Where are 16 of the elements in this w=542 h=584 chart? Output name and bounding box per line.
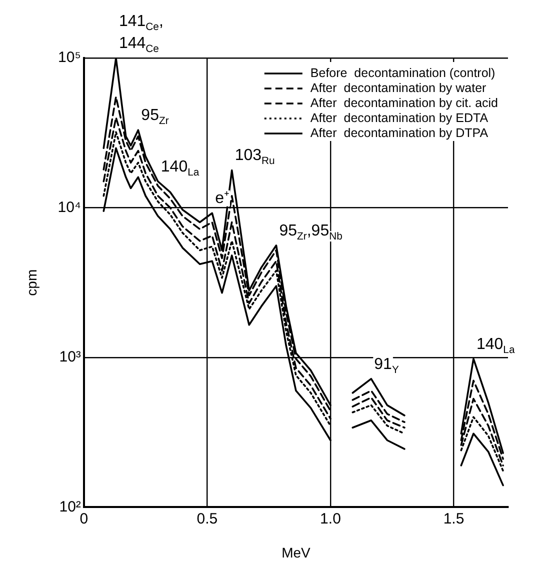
x-axis-title: MeV — [282, 544, 312, 560]
legend-label: After decontamination by DTPA — [310, 126, 489, 140]
legend-label: After decontamination by water — [310, 80, 486, 95]
y-tick-label: 10³ — [59, 348, 81, 366]
legend-label: After decontamination by cit. acid — [310, 96, 498, 110]
x-tick-label: 0.5 — [196, 510, 218, 528]
y-tick-label: 10² — [59, 498, 81, 516]
y-tick-label: 10⁴ — [58, 198, 81, 216]
x-tick-label: 1.5 — [443, 510, 464, 528]
legend-label: After decontamination by EDTA — [310, 110, 489, 125]
x-tick-label: 0 — [80, 510, 88, 528]
legend-label: Before decontamination (control) — [310, 66, 496, 80]
x-tick-label: 1.0 — [320, 510, 341, 528]
y-tick-label: 10⁵ — [58, 49, 81, 66]
annotation: e⁺ — [215, 190, 230, 208]
y-axis-title: cpm — [23, 269, 40, 296]
